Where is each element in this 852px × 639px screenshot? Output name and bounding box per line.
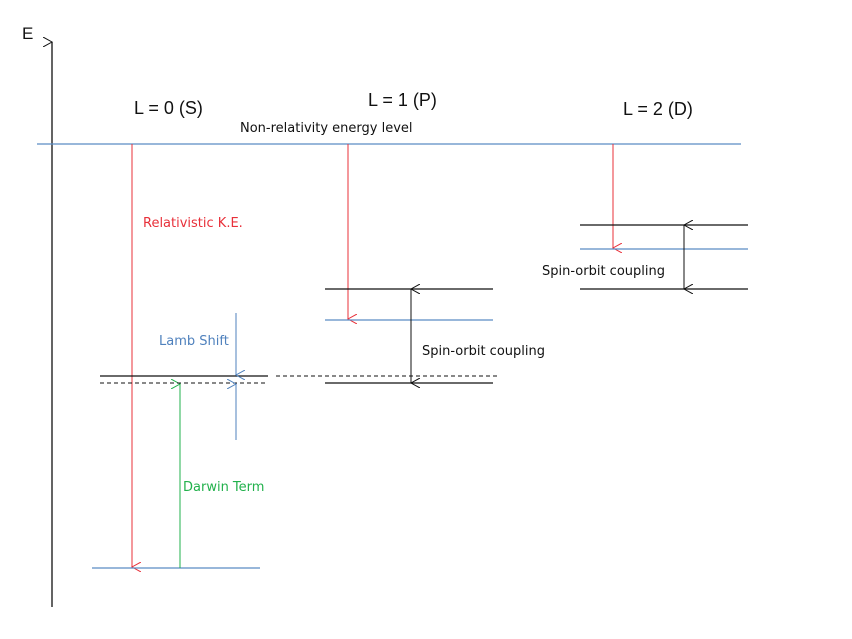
column-heading-s: L = 0 (S) xyxy=(134,98,203,118)
nonrelativistic-level-label: Non-relativity energy level xyxy=(240,121,413,136)
relativistic-ke-label: Relativistic K.E. xyxy=(143,216,243,231)
column-heading-d: L = 2 (D) xyxy=(623,99,693,119)
p-spin-orbit-label: Spin-orbit coupling xyxy=(422,344,545,359)
lamb-shift-label: Lamb Shift xyxy=(159,334,229,349)
column-heading-p: L = 1 (P) xyxy=(368,90,437,110)
energy-axis-label: E xyxy=(22,24,34,43)
d-spin-orbit-label: Spin-orbit coupling xyxy=(542,264,665,279)
darwin-term-label: Darwin Term xyxy=(183,480,265,495)
